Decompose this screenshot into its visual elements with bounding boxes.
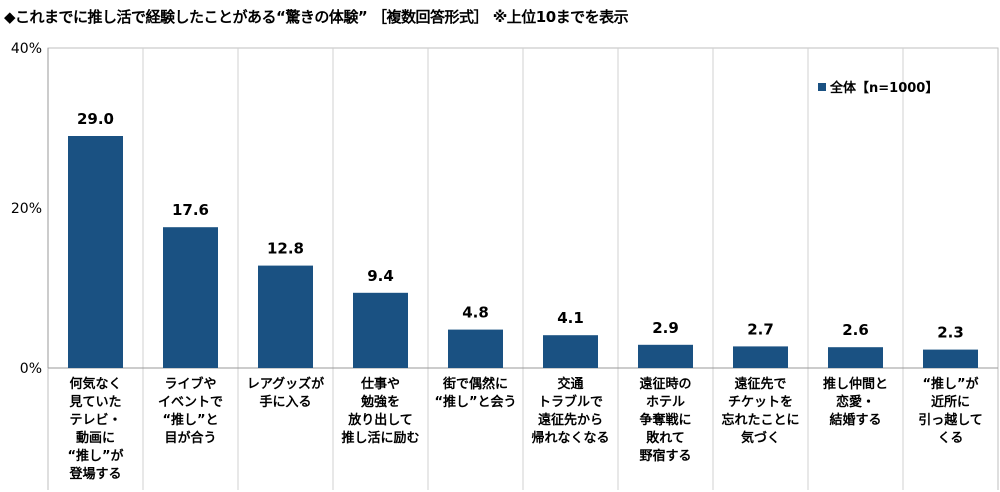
bar [923,349,978,368]
bar [68,136,123,368]
y-tick-label: 40% [11,41,42,57]
bar [163,227,218,368]
category-label: 推し仲間と [823,376,888,392]
data-label: 17.6 [172,201,209,219]
bar [733,346,788,368]
category-label: 帰れなくなる [531,430,609,446]
category-label: 街で偶然に [442,376,508,392]
data-label: 2.7 [747,320,774,338]
chart-title: ◆これまでに推し活で経験したことがある“驚きの体験” ［複数回答形式］ ※上位1… [4,8,629,26]
category-label: 放り出して [347,412,413,428]
category-label: 結婚する [829,412,881,428]
category-label: 遠征時の [639,376,691,392]
y-tick-label: 20% [11,201,42,217]
category-label: 近所に [931,394,970,410]
category-label: 忘れたことに [721,412,799,428]
category-label: トラブルで [538,394,603,410]
category-label: 登場する [68,466,121,482]
category-label: 恋愛・ [836,394,875,410]
bar [448,329,503,368]
category-label: 動画に [76,430,115,446]
data-label: 4.8 [462,304,489,322]
data-label: 9.4 [367,267,394,285]
category-label: 勉強を [360,394,400,410]
category-label: “推し”が [922,376,978,392]
legend-label: 全体【n=1000】 [829,80,938,96]
legend-swatch [818,83,826,91]
category-label: 推し活に励む [341,430,419,446]
category-label: 遠征先から [538,412,603,428]
category-label: チケットを [728,395,793,410]
category-label: 争奪戦に [639,412,691,428]
category-label: 敗れて [646,430,685,446]
bar [543,335,598,368]
data-label: 12.8 [267,240,304,258]
bar [353,292,408,368]
category-label: ライブや [164,376,216,392]
category-label: 見ていた [68,395,121,410]
bar [258,265,313,368]
data-label: 2.9 [652,319,679,337]
category-label: 仕事や [360,376,400,392]
data-label: 29.0 [77,110,114,128]
category-label: イベントで [158,395,223,410]
category-label: 目が合う [164,430,216,446]
category-label: 交通 [557,376,583,392]
category-label: 野宿する [639,448,691,464]
bar [828,347,883,368]
category-label: ホテル [646,395,685,410]
category-label: 手に入る [259,394,311,410]
category-label: 遠征先で [734,376,786,392]
category-label: “推し”と [162,412,218,428]
category-label: くる [938,431,964,446]
category-label: “推し”が [67,448,123,464]
category-label: レアグッズが [247,376,324,392]
data-label: 2.3 [937,324,964,342]
category-label: 気づく [741,430,780,446]
category-label: 引っ越して [918,412,983,428]
data-label: 2.6 [842,321,869,339]
y-tick-label: 0% [20,361,42,377]
category-label: 何気なく [69,376,121,392]
category-label: “推し”と会う [434,394,516,410]
bar [638,344,693,368]
category-label: テレビ・ [69,412,121,428]
data-label: 4.1 [557,309,584,327]
